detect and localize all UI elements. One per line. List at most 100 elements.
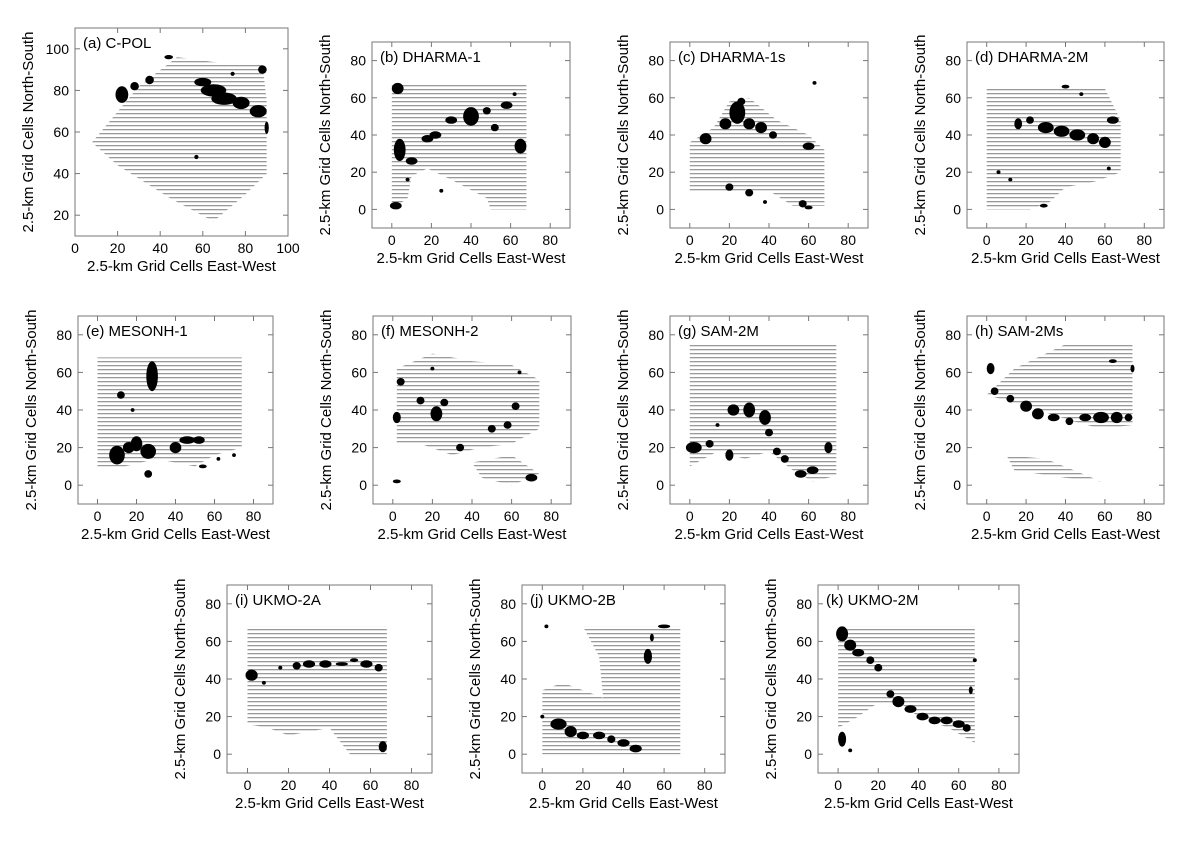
- y-tick-label: 40: [351, 402, 367, 418]
- x-tick-label: 20: [871, 777, 887, 793]
- y-tick-label: 60: [350, 90, 366, 106]
- convective-cell: [986, 363, 995, 375]
- x-tick-label: 0: [686, 232, 694, 248]
- x-axis-label: 2.5-km Grid Cells East-West: [377, 250, 567, 267]
- convective-cell: [511, 402, 520, 411]
- convective-cell: [264, 121, 269, 134]
- x-tick-label: 60: [504, 508, 520, 524]
- panel-9: 0 20 40 60 80 0 20 40 60 80 (j) UKMO-2B 2.5-km Grid…: [467, 579, 726, 812]
- y-tick-label: 20: [945, 440, 961, 456]
- x-tick-label: 0: [983, 232, 991, 248]
- y-tick-label: 40: [648, 402, 664, 418]
- convective-cell: [725, 449, 734, 461]
- convective-cell: [193, 436, 205, 444]
- y-axis-label: 2.5-km Grid Cells North-South: [23, 310, 40, 511]
- y-tick-label: 80: [945, 53, 961, 69]
- convective-cell: [292, 662, 301, 670]
- panel-4: 0 20 40 60 80 0 20 40 60 80 (e) MESONH-1 2.5-km Gri…: [23, 310, 274, 543]
- convective-cell: [729, 101, 746, 124]
- convective-cell: [798, 200, 807, 208]
- x-tick-label: 60: [1097, 508, 1113, 524]
- convective-cell: [886, 690, 895, 698]
- stratiform-region: [92, 57, 267, 222]
- convective-cell: [1106, 116, 1119, 124]
- convective-cell: [743, 118, 756, 130]
- convective-cell: [525, 473, 538, 482]
- convective-cell: [996, 170, 1001, 175]
- convective-cell: [1014, 118, 1023, 130]
- convective-cell: [130, 408, 135, 412]
- convective-cell: [852, 648, 865, 657]
- convective-cell: [517, 370, 522, 375]
- convective-cell: [179, 436, 195, 444]
- y-tick-label: 40: [796, 671, 812, 687]
- convective-cell: [1069, 129, 1086, 141]
- stratiform-region: [542, 626, 681, 755]
- x-tick-label: 40: [464, 508, 480, 524]
- x-tick-label: 40: [152, 240, 168, 256]
- convective-cell: [1061, 84, 1070, 89]
- convective-cell: [812, 81, 817, 85]
- convective-cell: [968, 686, 973, 695]
- convective-cell: [904, 705, 917, 713]
- convective-cell: [962, 724, 971, 732]
- x-tick-label: 80: [1137, 232, 1153, 248]
- y-tick-label: 0: [508, 746, 516, 762]
- x-axis-label: 2.5-km Grid Cells East-West: [81, 526, 271, 543]
- panel-title: (a) C-POL: [83, 35, 151, 52]
- convective-cell: [258, 65, 267, 74]
- y-tick-label: 0: [213, 746, 221, 762]
- convective-cell: [490, 123, 499, 132]
- convective-cell: [1110, 411, 1123, 424]
- x-tick-label: 20: [1018, 232, 1034, 248]
- x-tick-label: 40: [1058, 508, 1074, 524]
- x-axis-label: 2.5-km Grid Cells East-West: [235, 795, 425, 812]
- x-tick-label: 20: [129, 508, 145, 524]
- convective-cell: [374, 663, 383, 672]
- y-tick-label: 0: [64, 477, 72, 493]
- y-tick-label: 60: [351, 364, 367, 380]
- convective-cell: [952, 720, 965, 728]
- x-tick-label: 60: [951, 777, 967, 793]
- convective-cell: [430, 406, 443, 422]
- x-tick-label: 100: [276, 240, 300, 256]
- convective-cell: [1008, 177, 1013, 182]
- convective-cell: [794, 470, 807, 478]
- convective-cell: [391, 82, 404, 95]
- y-axis-label: 2.5-km Grid Cells North-South: [615, 35, 632, 236]
- y-axis-label: 2.5-km Grid Cells North-South: [912, 310, 929, 511]
- y-tick-label: 20: [500, 709, 516, 725]
- convective-cell: [699, 133, 712, 145]
- y-tick-label: 40: [53, 166, 69, 182]
- convective-cell: [564, 726, 577, 738]
- y-tick-label: 40: [500, 671, 516, 687]
- y-tick-label: 40: [205, 671, 221, 687]
- convective-cell: [164, 55, 173, 60]
- y-tick-label: 40: [350, 127, 366, 143]
- convective-cell: [765, 428, 773, 437]
- y-axis-label: 2.5-km Grid Cells North-South: [172, 579, 189, 780]
- x-tick-label: 80: [238, 240, 254, 256]
- y-tick-label: 80: [53, 82, 69, 98]
- x-axis-label: 2.5-km Grid Cells East-West: [675, 250, 865, 267]
- x-tick-label: 60: [503, 232, 519, 248]
- convective-cell: [928, 716, 941, 725]
- x-tick-label: 80: [697, 777, 713, 793]
- panel-title: (k) UKMO-2M: [826, 592, 919, 609]
- x-axis-label: 2.5-km Grid Cells East-West: [378, 526, 568, 543]
- y-tick-label: 60: [796, 633, 812, 649]
- convective-cell: [836, 626, 849, 642]
- convective-cell: [194, 154, 199, 160]
- convective-cell: [1124, 413, 1133, 422]
- convective-cell: [874, 663, 883, 672]
- x-tick-label: 80: [1137, 508, 1153, 524]
- stratiform-region: [689, 97, 825, 206]
- convective-cell: [685, 442, 702, 454]
- y-tick-label: 80: [205, 596, 221, 612]
- convective-cell: [715, 423, 720, 427]
- convective-cell: [725, 183, 734, 191]
- y-tick-label: 20: [53, 207, 69, 223]
- convective-cell: [1039, 203, 1048, 208]
- x-tick-label: 0: [388, 232, 396, 248]
- convective-cell: [848, 748, 853, 753]
